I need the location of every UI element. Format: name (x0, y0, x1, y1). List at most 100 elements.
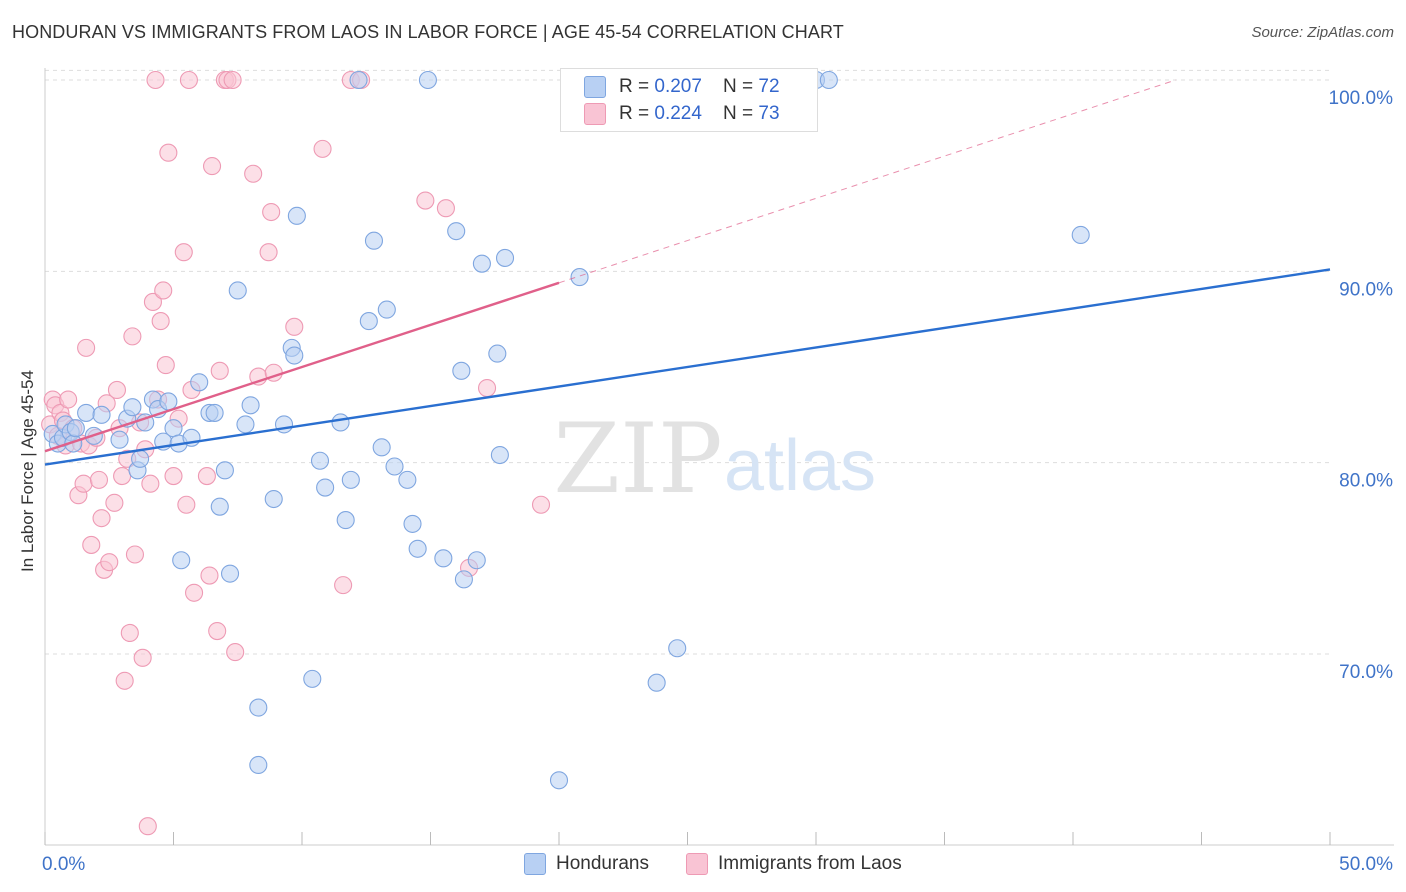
laos-point (477, 378, 497, 398)
honduran-point (215, 461, 234, 480)
legend-r-label: R = (619, 76, 655, 97)
laos-point (313, 139, 332, 158)
honduran-point (372, 438, 391, 457)
axes (44, 68, 1394, 846)
laos-point (177, 495, 196, 514)
laos-point (262, 202, 281, 222)
watermark-zip: ZIP (553, 403, 722, 515)
laos-point (100, 553, 119, 572)
correlation-legend: R = 0.207 N = 72 R = 0.224 N = 73 (560, 68, 818, 132)
honduran-point (488, 344, 507, 363)
laos-point (197, 467, 216, 486)
honduran-point (467, 551, 486, 570)
legend-r-value: 0.224 (654, 103, 702, 124)
laos-trend-extension (558, 79, 1176, 284)
legend-n-label: N = (723, 76, 759, 97)
honduran-point (164, 419, 183, 438)
honduran-point (341, 470, 360, 489)
honduran-point (249, 698, 268, 717)
laos-point (259, 243, 278, 262)
laos-point (133, 648, 152, 667)
honduran-point (403, 514, 422, 533)
laos-point (416, 191, 435, 210)
honduran-point (316, 478, 335, 497)
laos-point (107, 380, 127, 400)
honduran-point (303, 669, 322, 688)
laos-point (164, 467, 183, 486)
honduran-point (377, 300, 396, 319)
honduran-point (434, 549, 453, 568)
legend-item-hondurans: Hondurans (524, 853, 649, 875)
legend-item-laos: Immigrants from Laos (686, 853, 902, 875)
honduran-point (228, 281, 247, 300)
honduran-point (110, 430, 129, 449)
x-tick-label: 50.0% (1339, 854, 1393, 875)
honduran-point (236, 415, 255, 434)
y-tick-label: 80.0% (1339, 471, 1393, 492)
honduran-point (220, 564, 240, 583)
legend-n-value: 73 (758, 103, 780, 124)
legend-swatch-pink (584, 103, 606, 125)
legend-swatch-blue (584, 76, 606, 98)
chart-title: HONDURAN VS IMMIGRANTS FROM LAOS IN LABO… (12, 22, 844, 42)
laos-point (74, 474, 93, 493)
legend-r-value: 0.207 (654, 76, 702, 97)
honduran-trend-line (44, 268, 1331, 466)
laos-point (208, 621, 227, 641)
honduran-point (241, 396, 260, 415)
laos-point (92, 509, 111, 528)
laos-point (125, 545, 144, 564)
laos-point (185, 583, 204, 602)
honduran-point (66, 419, 85, 438)
honduran-point (336, 511, 355, 530)
legend-r-label: R = (619, 103, 655, 124)
laos-point (285, 317, 304, 336)
chart-source: Source: ZipAtlas.com (1251, 24, 1394, 41)
laos-point (210, 361, 229, 380)
laos-point (115, 671, 134, 690)
honduran-point (136, 413, 155, 432)
laos-point (105, 493, 124, 512)
honduran-point (418, 70, 437, 90)
honduran-point (287, 206, 306, 225)
laos-point (138, 817, 157, 836)
laos-point (146, 70, 165, 90)
honduran-point (472, 254, 491, 273)
laos-point (113, 467, 132, 486)
honduran-point (385, 457, 404, 476)
laos-point (123, 327, 142, 346)
y-tick-label: 70.0% (1339, 662, 1393, 683)
honduran-point (310, 451, 330, 470)
honduran-point (249, 755, 268, 775)
laos-point (436, 199, 455, 218)
honduran-point (205, 403, 224, 422)
laos-point (174, 243, 193, 262)
y-axis-label: In Labor Force | Age 45-54 (18, 370, 37, 572)
honduran-point (364, 231, 384, 250)
data-points (41, 70, 1090, 836)
x-tick-labels: 0.0% 50.0% (42, 854, 1393, 875)
laos-point (77, 338, 96, 357)
honduran-point (359, 312, 378, 331)
honduran-point (349, 70, 368, 90)
honduran-point (131, 449, 150, 468)
y-tick-label: 90.0% (1339, 279, 1393, 300)
honduran-point (819, 70, 838, 90)
laos-point (120, 623, 139, 643)
honduran-point (398, 470, 417, 489)
laos-trend-line (44, 281, 560, 453)
watermark: ZIP atlas (553, 403, 876, 515)
honduran-point (172, 551, 191, 570)
honduran-point (190, 373, 209, 392)
laos-point (159, 143, 178, 162)
laos-point (89, 470, 109, 489)
x-tick-label: 0.0% (42, 854, 85, 875)
honduran-point (285, 346, 304, 365)
laos-point (179, 70, 198, 90)
honduran-point (447, 222, 466, 241)
y-tick-label: 100.0% (1329, 88, 1394, 109)
laos-point (156, 356, 175, 375)
legend-row-laos: R = 0.224 N = 73 (584, 102, 780, 126)
laos-point (141, 474, 160, 493)
laos-point (59, 390, 78, 409)
